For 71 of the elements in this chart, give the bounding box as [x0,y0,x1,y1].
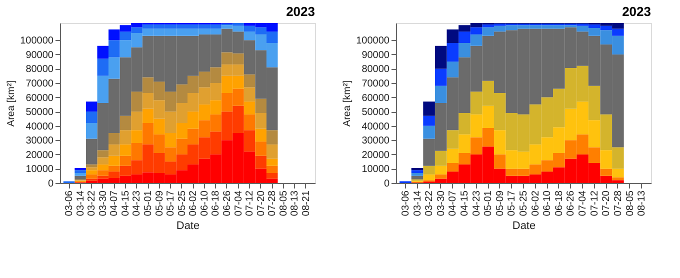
x-tick-label: 03-30 [436,190,447,216]
x-tick-label: 07-12 [244,190,256,216]
x-axis-title: Date [512,220,536,232]
x-tick-label: 04-23 [471,190,482,216]
x-axis-title: Date [176,220,200,232]
x-tick-label: 05-09 [154,190,166,216]
y-tick-label: 50000 [26,107,54,118]
x-tick-label: 04-23 [132,190,143,216]
y-tick-label: 10000 [362,164,390,176]
x-tick-label: 05-25 [176,190,188,216]
y-tick-label: 90000 [26,50,54,61]
x-tick-label: 05-01 [483,190,494,216]
x-tick-label: 03-06 [400,190,412,216]
chart-title: 2023 [286,4,315,19]
x-tick-label: 07-04 [233,190,244,216]
x-tick-label: 05-25 [518,190,530,216]
x-tick-label: 07-12 [589,190,600,216]
x-tick-label: 03-14 [412,190,424,216]
y-tick-label: 30000 [362,136,390,147]
y-tick-label: 20000 [26,150,54,161]
x-tick-label: 07-28 [612,190,624,216]
x-tick-label: 03-14 [75,190,86,216]
x-tick-label: 07-20 [601,190,612,216]
x-tick-label: 07-20 [256,190,267,216]
y-tick-label: 90000 [362,50,390,61]
x-tick-label: 06-18 [554,190,565,216]
y-tick-label: 0 [384,178,390,190]
y-tick-label: 40000 [26,121,54,132]
x-tick-label: 05-01 [143,190,154,216]
x-tick-label: 05-17 [506,190,518,216]
x-tick-label: 05-09 [494,190,506,216]
x-tick-label: 04-07 [109,190,120,216]
x-tick-label: 06-02 [188,190,200,216]
y-tick-label: 70000 [362,78,390,90]
x-tick-label: 08-21 [300,190,312,216]
x-tick-label: 08-13 [290,190,301,216]
x-tick-label: 07-04 [578,190,589,216]
y-tick-label: 60000 [26,92,54,104]
y-tick-label: 10000 [26,164,54,176]
y-tick-label: 80000 [26,64,54,76]
x-tick-label: 08-05 [278,190,290,216]
x-tick-label: 04-15 [459,190,470,216]
x-tick-label: 06-10 [199,190,210,216]
y-tick-label: 40000 [362,121,390,132]
y-axis-title: Area [km²] [6,80,18,127]
y-tick-label: 20000 [362,150,390,161]
x-tick-label: 05-17 [166,190,177,216]
y-tick-label: 0 [48,178,54,190]
x-tick-label: 08-05 [624,190,636,216]
x-tick-label: 04-07 [448,190,459,216]
x-tick-label: 03-22 [424,190,436,216]
x-tick-label: 06-26 [566,190,577,216]
x-tick-label: 03-06 [64,190,76,216]
x-tick-label: 03-30 [98,190,109,216]
x-tick-label: 07-28 [267,190,278,216]
x-tick-label: 06-02 [530,190,542,216]
x-tick-label: 06-26 [222,190,233,216]
x-tick-label: 08-13 [636,190,648,216]
chart-title: 2023 [622,4,651,19]
y-tick-label: 60000 [362,92,390,104]
x-tick-label: 06-10 [542,190,554,216]
x-tick-label: 03-22 [86,190,98,216]
y-axis-title: Area [km²] [342,80,354,127]
y-tick-label: 30000 [26,136,54,147]
x-tick-label: 04-15 [120,190,132,216]
y-tick-label: 100000 [20,36,54,47]
x-tick-label: 06-18 [210,190,222,216]
y-tick-label: 70000 [26,78,54,90]
y-tick-label: 80000 [362,64,390,76]
y-tick-label: 100000 [356,36,390,47]
y-tick-label: 50000 [362,107,390,118]
